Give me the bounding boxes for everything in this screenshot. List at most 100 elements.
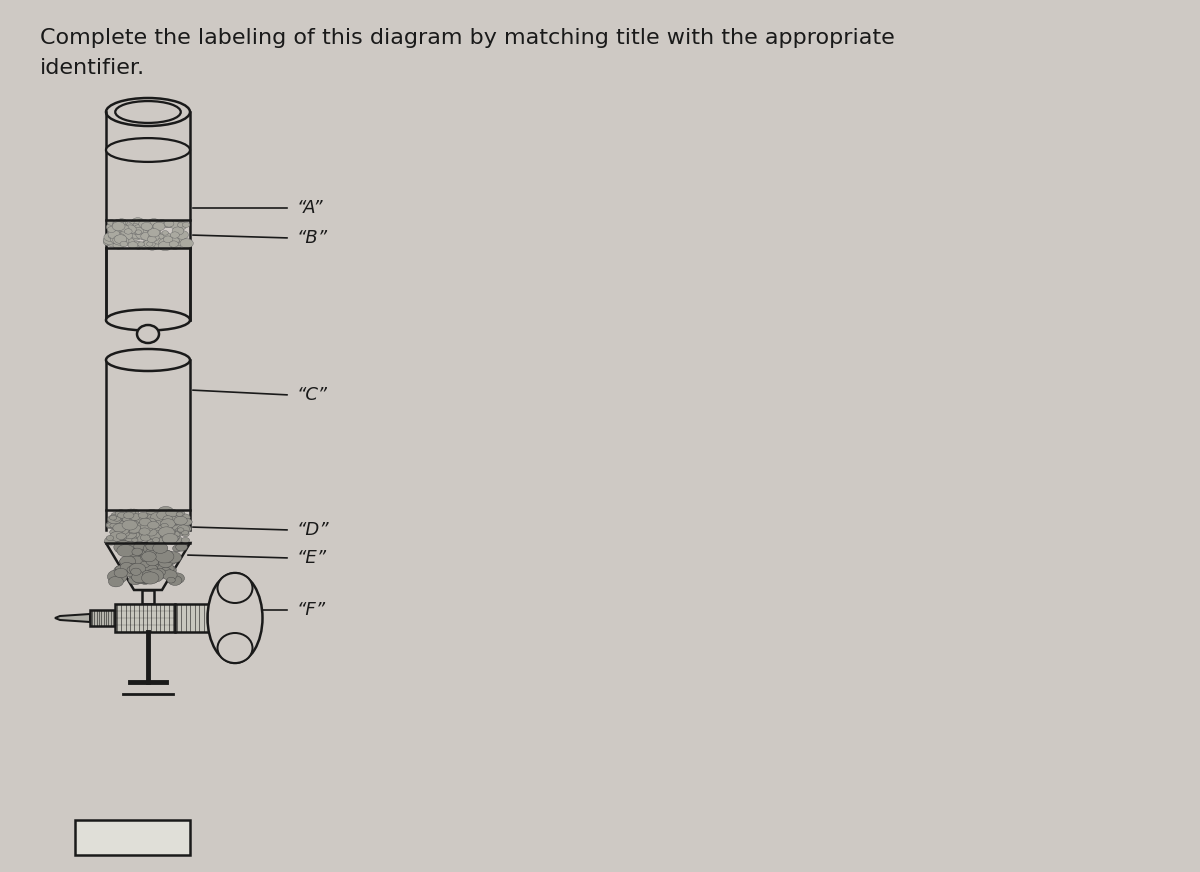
Ellipse shape [114, 224, 127, 233]
Ellipse shape [167, 577, 175, 583]
Ellipse shape [116, 544, 134, 557]
Ellipse shape [158, 238, 172, 248]
Ellipse shape [162, 534, 178, 544]
Ellipse shape [146, 509, 158, 517]
Ellipse shape [162, 221, 172, 228]
Ellipse shape [119, 235, 125, 239]
Ellipse shape [120, 531, 130, 536]
Ellipse shape [154, 553, 169, 563]
Ellipse shape [168, 576, 182, 585]
Ellipse shape [120, 513, 126, 518]
Ellipse shape [144, 239, 156, 248]
Ellipse shape [157, 220, 166, 226]
Ellipse shape [120, 562, 133, 571]
Ellipse shape [139, 220, 151, 228]
Ellipse shape [131, 573, 139, 578]
Text: identifier.: identifier. [40, 58, 145, 78]
Ellipse shape [136, 516, 145, 522]
Ellipse shape [178, 524, 191, 534]
Ellipse shape [128, 509, 139, 515]
Ellipse shape [109, 515, 116, 520]
Ellipse shape [155, 569, 166, 576]
Ellipse shape [113, 235, 127, 245]
Ellipse shape [154, 531, 163, 537]
Ellipse shape [122, 237, 134, 245]
Ellipse shape [139, 242, 149, 249]
Ellipse shape [124, 225, 137, 234]
Ellipse shape [162, 565, 176, 576]
Text: “C”: “C” [298, 386, 328, 404]
Ellipse shape [107, 222, 120, 232]
Ellipse shape [178, 222, 184, 228]
Ellipse shape [108, 230, 120, 239]
Ellipse shape [158, 242, 172, 250]
Ellipse shape [152, 569, 167, 579]
Ellipse shape [127, 524, 142, 533]
Ellipse shape [174, 236, 187, 246]
Ellipse shape [169, 573, 185, 583]
Ellipse shape [132, 572, 148, 582]
Ellipse shape [178, 525, 190, 533]
Ellipse shape [128, 569, 137, 575]
Ellipse shape [151, 571, 161, 579]
Ellipse shape [146, 519, 160, 528]
Ellipse shape [108, 514, 121, 524]
Polygon shape [106, 543, 190, 590]
Ellipse shape [139, 528, 150, 535]
Ellipse shape [168, 533, 179, 540]
Ellipse shape [125, 228, 132, 235]
Ellipse shape [175, 543, 187, 551]
Ellipse shape [148, 564, 162, 574]
Ellipse shape [131, 529, 139, 535]
Ellipse shape [130, 560, 145, 570]
Ellipse shape [122, 517, 130, 522]
Ellipse shape [108, 569, 127, 583]
Ellipse shape [130, 514, 140, 521]
Ellipse shape [133, 534, 145, 542]
Ellipse shape [112, 221, 125, 231]
Ellipse shape [115, 526, 130, 535]
Ellipse shape [128, 569, 138, 575]
Ellipse shape [176, 230, 188, 239]
Ellipse shape [163, 515, 173, 522]
Ellipse shape [116, 230, 125, 235]
Ellipse shape [138, 555, 146, 561]
Ellipse shape [103, 235, 115, 244]
Ellipse shape [150, 528, 163, 535]
Ellipse shape [140, 531, 148, 535]
Ellipse shape [161, 533, 172, 540]
Ellipse shape [178, 233, 185, 238]
Bar [74, 820, 190, 855]
Ellipse shape [182, 532, 190, 536]
Ellipse shape [126, 533, 134, 538]
Ellipse shape [125, 535, 137, 543]
Ellipse shape [119, 512, 133, 521]
Ellipse shape [127, 518, 136, 523]
Ellipse shape [110, 523, 118, 528]
Ellipse shape [144, 537, 151, 542]
Ellipse shape [161, 533, 167, 537]
Ellipse shape [208, 573, 263, 663]
Ellipse shape [154, 243, 161, 249]
Ellipse shape [115, 566, 125, 572]
Ellipse shape [134, 528, 149, 537]
Ellipse shape [172, 522, 185, 530]
Ellipse shape [161, 529, 170, 535]
Text: “D”: “D” [298, 521, 330, 539]
Ellipse shape [169, 241, 179, 248]
Ellipse shape [121, 235, 130, 241]
Ellipse shape [148, 516, 163, 526]
Ellipse shape [140, 563, 152, 571]
Ellipse shape [128, 531, 139, 538]
Ellipse shape [157, 523, 172, 533]
Ellipse shape [113, 234, 126, 242]
Ellipse shape [151, 239, 164, 248]
Ellipse shape [115, 513, 124, 518]
Ellipse shape [152, 537, 160, 542]
Ellipse shape [110, 235, 122, 244]
Ellipse shape [144, 527, 155, 535]
Ellipse shape [118, 237, 128, 245]
Ellipse shape [164, 531, 174, 537]
Ellipse shape [145, 528, 157, 536]
Ellipse shape [131, 241, 142, 249]
